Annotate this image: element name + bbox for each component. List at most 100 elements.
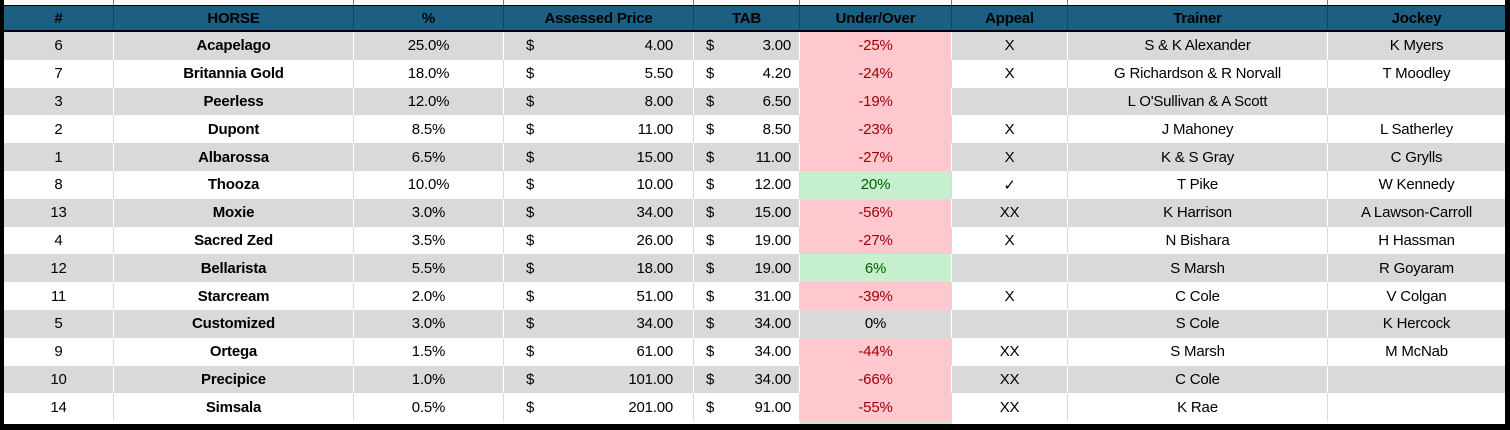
appeal-cell[interactable]: ✓: [952, 170, 1068, 199]
horse-cell[interactable]: Peerless: [114, 87, 354, 116]
assessed-price-cell[interactable]: $ 10.00: [504, 170, 694, 199]
jockey-cell[interactable]: [1328, 366, 1505, 394]
pct-cell[interactable]: 10.0%: [354, 170, 504, 199]
num-cell[interactable]: 11: [4, 282, 114, 310]
horse-cell[interactable]: Dupont: [114, 115, 354, 144]
assessed-price-cell[interactable]: $ 15.00: [504, 143, 694, 171]
num-cell[interactable]: 10: [4, 365, 114, 394]
tab-cell[interactable]: $ 12.00: [694, 170, 800, 199]
pct-cell[interactable]: 1.5%: [354, 337, 504, 366]
appeal-cell[interactable]: XX: [952, 393, 1068, 422]
pct-cell[interactable]: 3.0%: [354, 198, 504, 227]
num-cell[interactable]: 3: [4, 87, 114, 116]
tab-cell[interactable]: $ 4.20: [694, 59, 800, 88]
jockey-cell[interactable]: [1328, 393, 1505, 421]
trainer-cell[interactable]: C Cole: [1068, 282, 1328, 310]
num-cell[interactable]: 14: [4, 393, 114, 422]
tab-cell[interactable]: $ 15.00: [694, 198, 800, 227]
jockey-cell[interactable]: T Moodley: [1382, 65, 1451, 83]
num-cell[interactable]: 6: [4, 32, 114, 60]
assessed-price-cell[interactable]: $ 51.00: [504, 282, 694, 310]
pct-cell[interactable]: 12.0%: [354, 87, 504, 116]
jockey-cell[interactable]: A Lawson-Carroll: [1360, 204, 1472, 222]
trainer-cell[interactable]: K Harrison: [1068, 198, 1328, 227]
assessed-price-cell[interactable]: $ 34.00: [504, 309, 694, 338]
under-over-cell[interactable]: 20%: [800, 170, 952, 199]
tab-cell[interactable]: $ 34.00: [694, 337, 800, 366]
assessed-price-cell[interactable]: $ 61.00: [504, 337, 694, 366]
under-over-cell[interactable]: -56%: [800, 198, 952, 227]
trainer-cell[interactable]: J Mahoney: [1068, 115, 1328, 144]
pct-cell[interactable]: 3.5%: [354, 226, 504, 255]
trainer-cell[interactable]: G Richardson & R Norvall: [1068, 59, 1328, 88]
horse-cell[interactable]: Customized: [114, 309, 354, 338]
trainer-cell[interactable]: C Cole: [1068, 365, 1328, 394]
horse-cell[interactable]: Acapelago: [114, 32, 354, 60]
under-over-cell[interactable]: 0%: [800, 309, 952, 338]
under-over-cell[interactable]: -44%: [800, 337, 952, 366]
under-over-cell[interactable]: -27%: [800, 226, 952, 255]
pct-cell[interactable]: 3.0%: [354, 309, 504, 338]
under-over-cell[interactable]: -55%: [800, 393, 952, 422]
tab-cell[interactable]: $ 34.00: [694, 309, 800, 338]
appeal-cell[interactable]: XX: [952, 365, 1068, 394]
header-cell-under-over[interactable]: Under/Over: [800, 6, 952, 30]
appeal-cell[interactable]: X: [952, 226, 1068, 255]
num-cell[interactable]: 9: [4, 337, 114, 366]
header-cell-tab[interactable]: TAB: [694, 6, 800, 30]
num-cell[interactable]: 1: [4, 143, 114, 171]
num-cell[interactable]: 2: [4, 115, 114, 144]
header-cell-jockey[interactable]: Jockey: [1391, 9, 1442, 27]
jockey-cell[interactable]: V Colgan: [1386, 287, 1447, 305]
pct-cell[interactable]: 1.0%: [354, 365, 504, 394]
header-cell-trainer[interactable]: Trainer: [1068, 6, 1328, 30]
pct-cell[interactable]: 25.0%: [354, 32, 504, 60]
pct-cell[interactable]: 6.5%: [354, 143, 504, 171]
jockey-cell[interactable]: W Kennedy: [1378, 176, 1455, 194]
tab-cell[interactable]: $ 3.00: [694, 32, 800, 60]
appeal-cell[interactable]: XX: [952, 337, 1068, 366]
horse-cell[interactable]: Precipice: [114, 365, 354, 394]
header-cell-pct[interactable]: %: [354, 6, 504, 30]
trainer-cell[interactable]: S Marsh: [1068, 254, 1328, 283]
horse-cell[interactable]: Bellarista: [114, 254, 354, 283]
horse-cell[interactable]: Starcream: [114, 282, 354, 310]
assessed-price-cell[interactable]: $ 26.00: [504, 226, 694, 255]
jockey-cell[interactable]: K Myers: [1389, 37, 1444, 55]
horse-cell[interactable]: Thooza: [114, 170, 354, 199]
pct-cell[interactable]: 5.5%: [354, 254, 504, 283]
assessed-price-cell[interactable]: $ 4.00: [504, 32, 694, 60]
appeal-cell[interactable]: X: [952, 282, 1068, 310]
under-over-cell[interactable]: -66%: [800, 365, 952, 394]
jockey-cell[interactable]: R Goyaram: [1379, 259, 1454, 277]
num-cell[interactable]: 12: [4, 254, 114, 283]
under-over-cell[interactable]: -23%: [800, 115, 952, 144]
horse-cell[interactable]: Ortega: [114, 337, 354, 366]
trainer-cell[interactable]: S Cole: [1068, 309, 1328, 338]
pct-cell[interactable]: 18.0%: [354, 59, 504, 88]
appeal-cell[interactable]: XX: [952, 198, 1068, 227]
assessed-price-cell[interactable]: $ 11.00: [504, 115, 694, 144]
jockey-cell[interactable]: L Satherley: [1379, 120, 1454, 138]
tab-cell[interactable]: $ 34.00: [694, 365, 800, 394]
assessed-price-cell[interactable]: $ 201.00: [504, 393, 694, 422]
jockey-cell[interactable]: M McNab: [1385, 343, 1448, 361]
horse-cell[interactable]: Albarossa: [114, 143, 354, 171]
assessed-price-cell[interactable]: $ 8.00: [504, 87, 694, 116]
num-cell[interactable]: 8: [4, 170, 114, 199]
tab-cell[interactable]: $ 6.50: [694, 87, 800, 116]
under-over-cell[interactable]: -19%: [800, 87, 952, 116]
under-over-cell[interactable]: -27%: [800, 143, 952, 171]
assessed-price-cell[interactable]: $ 101.00: [504, 365, 694, 394]
tab-cell[interactable]: $ 19.00: [694, 254, 800, 283]
trainer-cell[interactable]: S & K Alexander: [1068, 32, 1328, 60]
trainer-cell[interactable]: L O'Sullivan & A Scott: [1068, 87, 1328, 116]
horse-cell[interactable]: Simsala: [114, 393, 354, 422]
jockey-cell[interactable]: K Hercock: [1382, 315, 1451, 333]
tab-cell[interactable]: $ 11.00: [694, 143, 800, 171]
assessed-price-cell[interactable]: $ 5.50: [504, 59, 694, 88]
pct-cell[interactable]: 8.5%: [354, 115, 504, 144]
jockey-cell[interactable]: C Grylls: [1390, 148, 1443, 166]
appeal-cell[interactable]: X: [952, 115, 1068, 144]
appeal-cell[interactable]: [952, 254, 1068, 283]
